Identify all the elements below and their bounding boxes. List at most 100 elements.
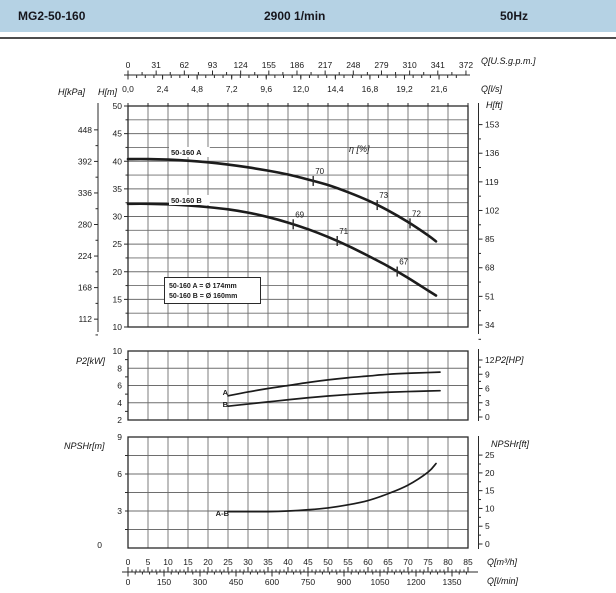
- tick-label: 50: [113, 101, 123, 111]
- tick-label: 150: [157, 577, 171, 587]
- tick-label: 25: [113, 239, 123, 249]
- axis-label-q-usgpm: Q[U.S.g.p.m.]: [481, 56, 536, 66]
- tick-label: 51: [485, 291, 495, 301]
- tick-label: 19,2: [396, 84, 413, 94]
- tick-label: 40: [283, 557, 293, 567]
- tick-label: 70: [403, 557, 413, 567]
- tick-label: 1350: [443, 577, 462, 587]
- tick-label: 85: [463, 557, 473, 567]
- tick-label: 4,8: [191, 84, 203, 94]
- tick-label: 10: [113, 346, 123, 356]
- legend-box: [164, 277, 261, 304]
- tick-label: 25: [485, 450, 495, 460]
- tick-label: 45: [113, 129, 123, 139]
- tick-label: 30: [243, 557, 253, 567]
- tick-label: 5: [485, 521, 490, 531]
- tick-label: 300: [193, 577, 207, 587]
- tick-label: 60: [363, 557, 373, 567]
- axis-label-npshr-ft: NPSHr[ft]: [491, 439, 530, 449]
- curve-B: [227, 389, 441, 408]
- axis-label-q-lmin: Q[l/min]: [487, 576, 519, 586]
- tick-label: 112: [78, 314, 92, 324]
- tick-label: 80: [443, 557, 453, 567]
- tick-label: 900: [337, 577, 351, 587]
- tick-label: 40: [113, 156, 123, 166]
- tick-label: 0: [485, 412, 490, 422]
- tick-label: 2,4: [157, 84, 169, 94]
- eta-label: η [%]: [349, 144, 370, 154]
- tick-label: 0: [126, 60, 131, 70]
- tick-label: 20: [203, 557, 213, 567]
- efficiency-mark-label: 73: [379, 191, 388, 200]
- efficiency-mark-label: 67: [399, 258, 408, 267]
- axis-label-h-kpa: H[kPa]: [58, 87, 86, 97]
- tick-label: 50: [323, 557, 333, 567]
- tick-label: 62: [180, 60, 190, 70]
- tick-label: 12,0: [293, 84, 310, 94]
- tick-label: 65: [383, 557, 393, 567]
- axis-label-h-ft: H[ft]: [486, 100, 503, 110]
- efficiency-mark-label: 71: [339, 227, 348, 236]
- axis-label-q-ls: Q[l/s]: [481, 84, 503, 94]
- tick-label: 10: [485, 503, 495, 513]
- tick-label: 6: [117, 469, 122, 479]
- tick-label: 8: [117, 363, 122, 373]
- tick-label: 35: [263, 557, 273, 567]
- tick-label: 280: [78, 220, 92, 230]
- tick-label: 93: [208, 60, 218, 70]
- label-bg: [169, 147, 210, 157]
- curve-50-160-B: [126, 202, 438, 297]
- tick-label: 55: [343, 557, 353, 567]
- axis-label-npshr-m: NPSHr[m]: [64, 441, 105, 451]
- tick-label: 15: [183, 557, 193, 567]
- tick-label: 600: [265, 577, 279, 587]
- tick-label: 450: [229, 577, 243, 587]
- tick-label: 217: [318, 60, 332, 70]
- tick-label: 124: [234, 60, 248, 70]
- p2-series-label-A: A: [223, 388, 229, 397]
- axis-label-q-m3h: Q[m³/h]: [487, 557, 518, 567]
- tick-label: 9: [485, 369, 490, 379]
- tick-label: 448: [78, 125, 92, 135]
- tick-label: 35: [113, 184, 123, 194]
- efficiency-mark-label: 69: [295, 210, 304, 219]
- tick-label: 224: [78, 251, 92, 261]
- tick-label: 9: [117, 432, 122, 442]
- tick-label: 136: [485, 148, 499, 158]
- tick-label: 25: [223, 557, 233, 567]
- tick-label: 186: [290, 60, 304, 70]
- tick-label: 68: [485, 263, 495, 273]
- tick-label: 30: [113, 212, 123, 222]
- axis-label-p2-kw: P2[kW]: [76, 356, 106, 366]
- tick-label: 7,2: [226, 84, 238, 94]
- tick-label: 248: [346, 60, 360, 70]
- tick-label: 10: [163, 557, 173, 567]
- tick-label: 5: [146, 557, 151, 567]
- tick-label: 0: [97, 540, 102, 550]
- pump-frequency: 50Hz: [500, 9, 529, 23]
- pump-speed: 2900 1/min: [264, 9, 326, 23]
- tick-label: 10: [113, 322, 123, 332]
- tick-label: 2: [117, 415, 122, 425]
- tick-label: 15: [113, 294, 123, 304]
- tick-label: 4: [117, 398, 122, 408]
- tick-label: 1050: [371, 577, 390, 587]
- tick-label: 168: [78, 283, 92, 293]
- legend-line-A: 50-160 A = Ø 174mm: [169, 283, 237, 290]
- tick-label: 119: [485, 177, 499, 187]
- tick-label: 14,4: [327, 84, 344, 94]
- tick-label: 9,6: [260, 84, 272, 94]
- tick-label: 20: [113, 267, 123, 277]
- tick-label: 1200: [407, 577, 426, 587]
- label-bg: [169, 195, 210, 205]
- series-label-50-160-A: 50-160 A: [171, 148, 202, 157]
- tick-label: 0: [485, 539, 490, 549]
- tick-label: 16,8: [362, 84, 379, 94]
- tick-label: 0,0: [122, 84, 134, 94]
- tick-label: 372: [459, 60, 473, 70]
- efficiency-mark-label: 70: [315, 167, 324, 176]
- tick-label: 0: [126, 577, 131, 587]
- tick-label: 0: [126, 557, 131, 567]
